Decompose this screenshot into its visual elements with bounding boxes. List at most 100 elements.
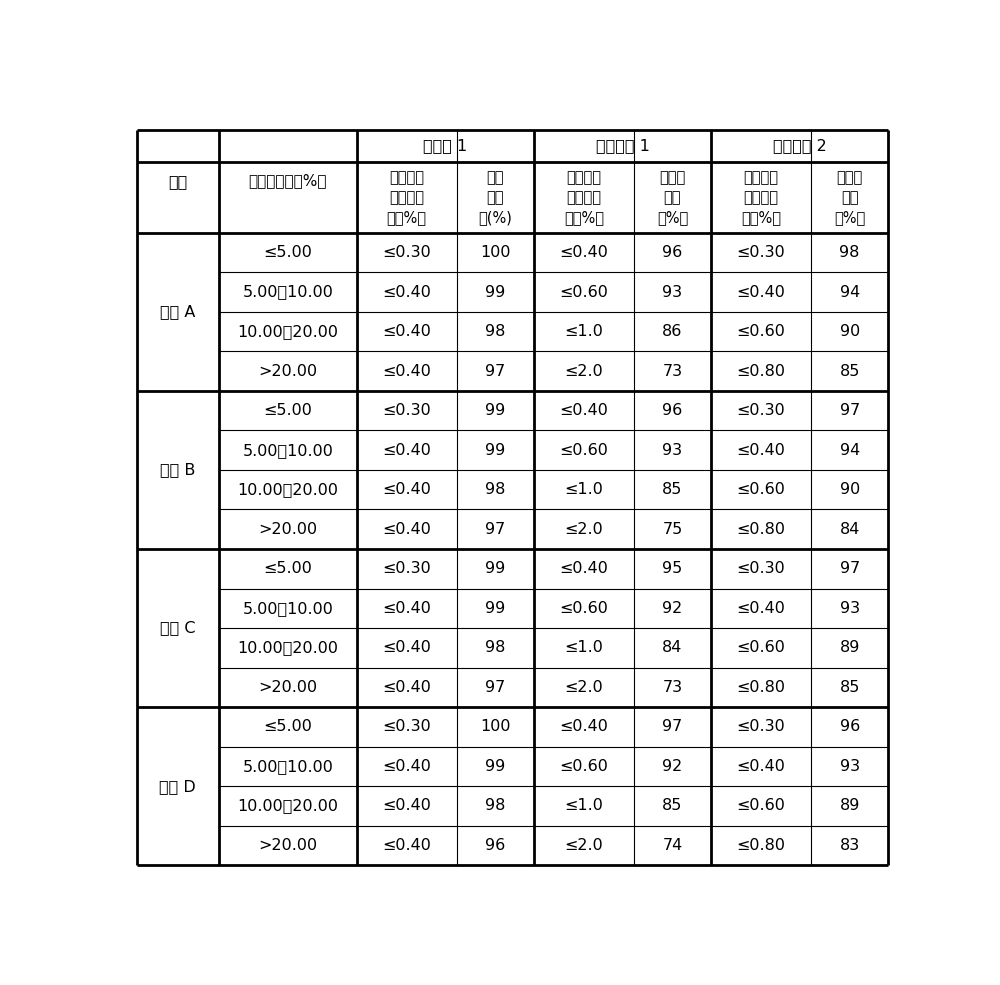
Text: 93: 93 <box>662 442 683 458</box>
Text: ≤0.80: ≤0.80 <box>737 838 786 853</box>
Text: ≤0.30: ≤0.30 <box>382 245 431 260</box>
Text: 对比试验 1: 对比试验 1 <box>596 138 649 154</box>
Text: 90: 90 <box>840 324 860 339</box>
Text: 96: 96 <box>485 838 505 853</box>
Text: ≤0.40: ≤0.40 <box>382 442 431 458</box>
Text: 93: 93 <box>662 285 683 299</box>
Text: ≤0.60: ≤0.60 <box>737 799 785 814</box>
Text: ≤0.60: ≤0.60 <box>737 324 785 339</box>
Text: 100: 100 <box>480 719 510 735</box>
Text: ≤0.40: ≤0.40 <box>382 838 431 853</box>
Text: ≤0.30: ≤0.30 <box>737 403 785 418</box>
Text: ≤0.40: ≤0.40 <box>382 324 431 339</box>
Text: 10.00～20.00: 10.00～20.00 <box>237 640 338 655</box>
Text: ≤0.40: ≤0.40 <box>559 245 608 260</box>
Text: 平行测定
的绝对差
值（%）: 平行测定 的绝对差 值（%） <box>564 170 604 225</box>
Text: ≤0.30: ≤0.30 <box>382 561 431 576</box>
Text: 5.00～10.00: 5.00～10.00 <box>242 758 333 774</box>
Text: ≤0.40: ≤0.40 <box>382 680 431 694</box>
Text: 83: 83 <box>840 838 860 853</box>
Text: ≤0.60: ≤0.60 <box>559 285 608 299</box>
Text: 试样 A: 试样 A <box>160 304 195 319</box>
Text: ≤2.0: ≤2.0 <box>564 838 603 853</box>
Text: 99: 99 <box>485 758 505 774</box>
Text: 平行测定
的绝对差
值（%）: 平行测定 的绝对差 值（%） <box>387 170 427 225</box>
Text: ≤0.40: ≤0.40 <box>737 601 785 616</box>
Text: 5.00～10.00: 5.00～10.00 <box>242 442 333 458</box>
Text: ≤0.40: ≤0.40 <box>559 561 608 576</box>
Text: 99: 99 <box>485 561 505 576</box>
Text: 98: 98 <box>485 324 505 339</box>
Text: 试样 D: 试样 D <box>159 779 196 794</box>
Text: ≤0.30: ≤0.30 <box>382 719 431 735</box>
Text: 试样 B: 试样 B <box>160 462 195 478</box>
Text: ≤0.60: ≤0.60 <box>559 758 608 774</box>
Text: 检验准
确率
（%）: 检验准 确率 （%） <box>657 170 688 225</box>
Text: >20.00: >20.00 <box>258 838 317 853</box>
Text: 93: 93 <box>840 758 860 774</box>
Text: ≤0.40: ≤0.40 <box>559 403 608 418</box>
Text: >20.00: >20.00 <box>258 363 317 378</box>
Text: ≤1.0: ≤1.0 <box>564 324 603 339</box>
Text: 84: 84 <box>662 640 683 655</box>
Text: ≤0.30: ≤0.30 <box>737 245 785 260</box>
Text: 95: 95 <box>662 561 683 576</box>
Text: 74: 74 <box>662 838 683 853</box>
Text: 85: 85 <box>662 799 683 814</box>
Text: ≤5.00: ≤5.00 <box>263 561 312 576</box>
Text: 对比试验 2: 对比试验 2 <box>773 138 827 154</box>
Text: 89: 89 <box>839 640 860 655</box>
Text: >20.00: >20.00 <box>258 522 317 537</box>
Text: ≤0.40: ≤0.40 <box>382 483 431 497</box>
Text: 94: 94 <box>840 285 860 299</box>
Text: 86: 86 <box>662 324 683 339</box>
Text: 75: 75 <box>662 522 683 537</box>
Text: 平行测定
的绝对差
值（%）: 平行测定 的绝对差 值（%） <box>741 170 781 225</box>
Text: ≤5.00: ≤5.00 <box>263 403 312 418</box>
Text: ≤0.40: ≤0.40 <box>559 719 608 735</box>
Text: 94: 94 <box>840 442 860 458</box>
Text: 97: 97 <box>840 561 860 576</box>
Text: 97: 97 <box>485 680 505 694</box>
Text: ≤0.40: ≤0.40 <box>737 758 785 774</box>
Text: 93: 93 <box>840 601 860 616</box>
Text: 5.00～10.00: 5.00～10.00 <box>242 601 333 616</box>
Text: 96: 96 <box>662 403 683 418</box>
Text: 99: 99 <box>485 285 505 299</box>
Text: ≤0.60: ≤0.60 <box>559 442 608 458</box>
Text: 99: 99 <box>485 442 505 458</box>
Text: ≤0.40: ≤0.40 <box>382 601 431 616</box>
Text: 98: 98 <box>485 799 505 814</box>
Text: ≤0.60: ≤0.60 <box>737 483 785 497</box>
Text: 实施例 1: 实施例 1 <box>423 138 467 154</box>
Text: ≤0.80: ≤0.80 <box>737 680 786 694</box>
Text: 99: 99 <box>485 601 505 616</box>
Text: ≤0.30: ≤0.30 <box>382 403 431 418</box>
Text: ≤1.0: ≤1.0 <box>564 640 603 655</box>
Text: 85: 85 <box>839 680 860 694</box>
Text: 90: 90 <box>840 483 860 497</box>
Text: ≤2.0: ≤2.0 <box>564 363 603 378</box>
Text: 85: 85 <box>839 363 860 378</box>
Text: ≤0.30: ≤0.30 <box>737 719 785 735</box>
Text: ≤5.00: ≤5.00 <box>263 245 312 260</box>
Text: ≤0.30: ≤0.30 <box>737 561 785 576</box>
Text: 10.00～20.00: 10.00～20.00 <box>237 799 338 814</box>
Text: ≤0.40: ≤0.40 <box>382 799 431 814</box>
Text: ≤2.0: ≤2.0 <box>564 522 603 537</box>
Text: 5.00～10.00: 5.00～10.00 <box>242 285 333 299</box>
Text: ≤5.00: ≤5.00 <box>263 719 312 735</box>
Text: 检验准
确率
（%）: 检验准 确率 （%） <box>834 170 865 225</box>
Text: 10.00～20.00: 10.00～20.00 <box>237 483 338 497</box>
Text: ≤0.60: ≤0.60 <box>559 601 608 616</box>
Text: ≤0.40: ≤0.40 <box>382 285 431 299</box>
Text: ≤1.0: ≤1.0 <box>564 799 603 814</box>
Text: 10.00～20.00: 10.00～20.00 <box>237 324 338 339</box>
Text: ≤0.40: ≤0.40 <box>382 640 431 655</box>
Text: ≤0.80: ≤0.80 <box>737 363 786 378</box>
Text: 99: 99 <box>485 403 505 418</box>
Text: 氧化钾含量（%）: 氧化钾含量（%） <box>248 173 327 189</box>
Text: 92: 92 <box>662 758 683 774</box>
Text: ≤0.40: ≤0.40 <box>382 522 431 537</box>
Text: 96: 96 <box>662 245 683 260</box>
